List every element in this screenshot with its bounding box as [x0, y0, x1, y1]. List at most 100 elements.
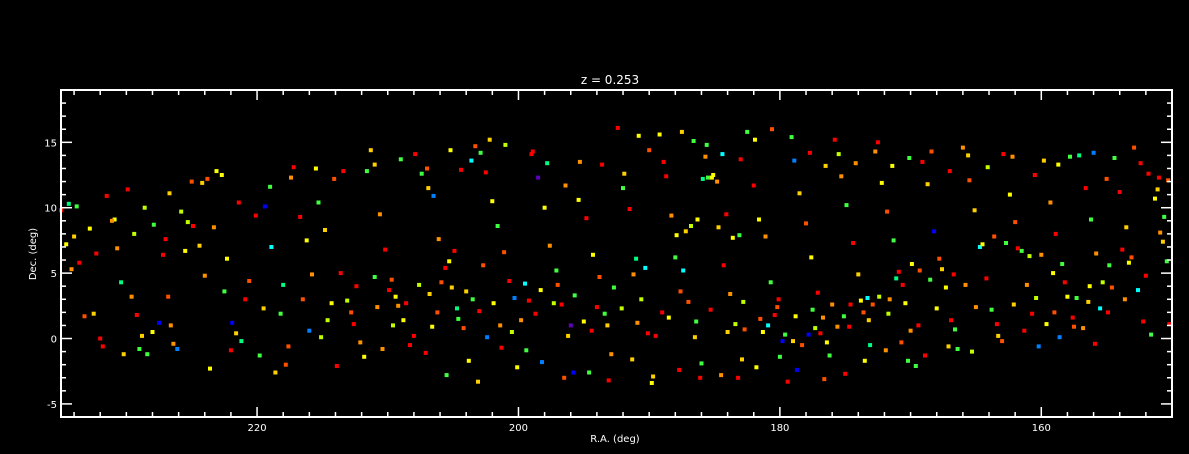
- data-point: [161, 252, 165, 257]
- data-point: [329, 301, 334, 306]
- data-point: [448, 148, 453, 153]
- data-point: [1153, 196, 1157, 201]
- data-point: [824, 340, 829, 345]
- data-point: [469, 158, 474, 163]
- data-point: [419, 171, 424, 176]
- data-point: [211, 225, 216, 230]
- data-point: [627, 207, 632, 211]
- data-point: [611, 285, 616, 290]
- data-point: [1149, 332, 1154, 337]
- data-point: [110, 218, 114, 223]
- data-point: [1166, 178, 1171, 183]
- data-point: [503, 142, 508, 147]
- data-point: [909, 262, 914, 266]
- plot-frame: [60, 89, 1173, 418]
- data-point: [1167, 322, 1172, 327]
- data-point: [686, 299, 691, 304]
- data-point: [770, 127, 774, 132]
- y-tick-label: 5: [51, 269, 57, 280]
- data-point: [906, 358, 910, 363]
- data-point: [721, 263, 726, 268]
- data-point: [977, 245, 982, 249]
- data-point: [776, 297, 781, 302]
- data-point: [1053, 231, 1058, 236]
- data-point: [499, 345, 504, 350]
- data-point: [452, 248, 457, 253]
- data-point: [571, 370, 576, 375]
- data-point: [375, 305, 380, 310]
- data-point: [631, 272, 636, 277]
- data-point: [653, 333, 658, 338]
- data-point: [364, 169, 369, 174]
- data-point: [554, 268, 559, 273]
- data-point: [1041, 158, 1046, 163]
- data-point: [783, 332, 788, 337]
- data-point: [678, 289, 683, 294]
- data-point: [519, 318, 524, 323]
- data-point: [830, 302, 835, 307]
- data-point: [319, 335, 324, 340]
- data-point: [323, 228, 327, 232]
- data-point: [738, 157, 743, 162]
- data-point: [953, 327, 957, 332]
- data-point: [760, 330, 765, 334]
- data-point: [728, 292, 733, 296]
- data-point: [791, 339, 795, 344]
- data-point: [1092, 341, 1097, 346]
- data-point: [100, 344, 105, 349]
- data-point: [129, 294, 134, 299]
- data-point: [932, 229, 937, 234]
- data-point: [913, 364, 918, 368]
- data-point: [789, 135, 794, 140]
- data-point: [622, 171, 627, 176]
- data-point: [844, 203, 849, 208]
- data-point: [236, 200, 241, 205]
- data-point: [737, 233, 742, 238]
- data-point: [980, 242, 985, 247]
- data-point: [943, 285, 948, 290]
- data-point: [538, 288, 543, 293]
- data-point: [780, 339, 785, 344]
- data-point: [635, 320, 640, 325]
- data-point: [222, 289, 227, 294]
- data-point: [875, 140, 880, 145]
- data-point: [664, 174, 669, 179]
- data-point: [443, 265, 448, 270]
- data-point: [444, 373, 449, 378]
- data-point: [903, 301, 908, 306]
- data-point: [792, 158, 797, 163]
- data-point: [1081, 326, 1086, 331]
- data-point: [900, 282, 905, 287]
- data-point: [1141, 319, 1146, 324]
- data-point: [730, 235, 735, 240]
- data-point: [591, 252, 595, 257]
- data-point: [581, 319, 586, 324]
- data-point: [283, 362, 288, 367]
- data-point: [351, 322, 356, 327]
- data-point: [94, 251, 99, 256]
- data-point: [358, 340, 363, 345]
- data-point: [745, 129, 750, 134]
- data-point: [1146, 171, 1151, 176]
- data-point: [523, 281, 527, 286]
- data-point: [1160, 239, 1165, 244]
- data-point: [972, 208, 977, 213]
- data-point: [563, 183, 568, 188]
- data-point: [1015, 246, 1020, 251]
- data-point: [967, 178, 972, 183]
- data-point: [973, 305, 978, 310]
- data-point: [427, 292, 432, 296]
- data-point: [1124, 225, 1129, 230]
- data-point: [813, 326, 818, 331]
- data-point: [681, 268, 686, 273]
- data-point: [74, 204, 79, 209]
- data-point: [692, 335, 697, 340]
- data-point: [291, 165, 296, 170]
- data-point: [502, 250, 507, 255]
- data-point: [423, 350, 428, 355]
- data-point: [515, 365, 520, 370]
- data-point: [545, 161, 550, 166]
- data-point: [490, 199, 495, 204]
- data-point: [703, 154, 708, 159]
- data-point: [495, 224, 500, 228]
